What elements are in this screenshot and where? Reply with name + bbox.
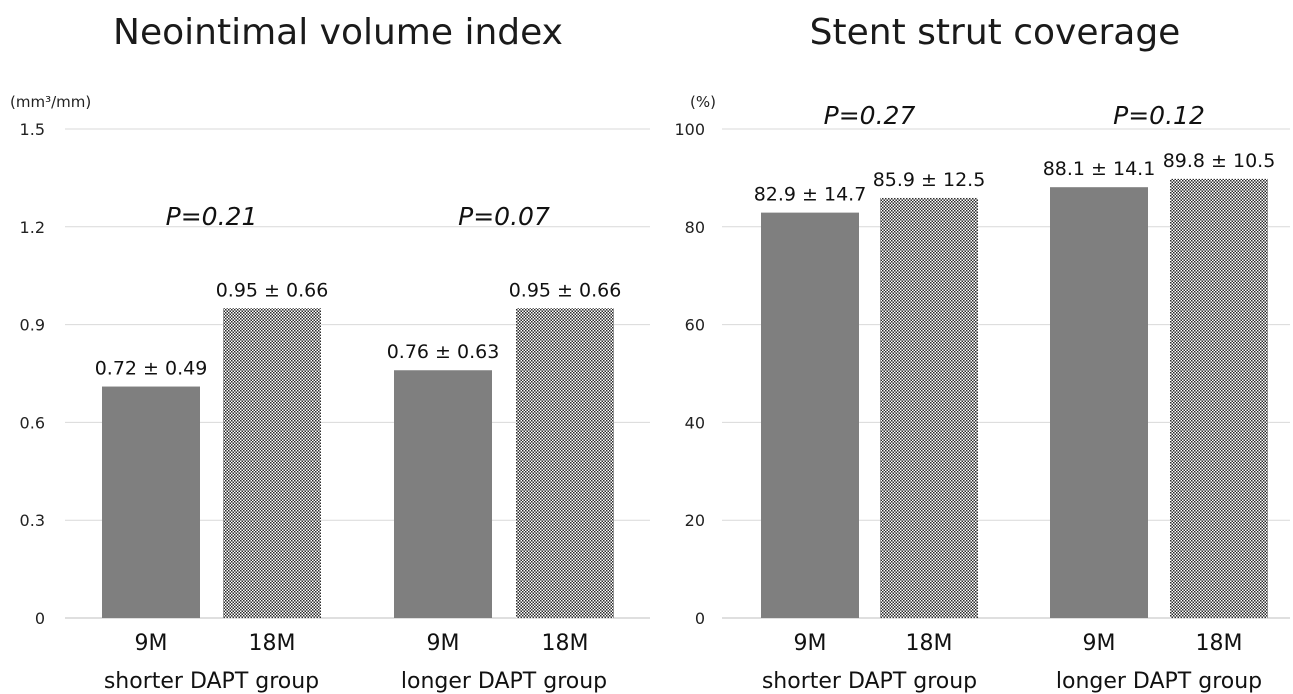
group-label: longer DAPT group — [401, 669, 607, 694]
chart-title: Stent strut coverage — [810, 12, 1181, 53]
x-tick-label: 9M — [427, 631, 460, 656]
bar-18m — [223, 308, 321, 618]
y-unit-label: (%) — [690, 93, 716, 111]
bar-9m — [394, 370, 492, 618]
bar-value-label: 85.9 ± 12.5 — [873, 169, 986, 191]
bar-value-label: 0.72 ± 0.49 — [95, 358, 208, 380]
bar-9m — [761, 212, 859, 618]
bar-18m — [1170, 178, 1268, 619]
p-value-annotation: P=0.07 — [458, 202, 550, 231]
chart-panel-2: Stent strut coverage (%) 0 20 40 60 80 100 82.9 … — [674, 12, 1290, 694]
bar-9m — [1050, 187, 1148, 619]
bar-value-label: 89.8 ± 10.5 — [1163, 150, 1276, 172]
group-label: shorter DAPT group — [104, 669, 319, 694]
y-tick-label: 20 — [685, 511, 705, 530]
y-tick-label: 60 — [685, 316, 705, 335]
chart-panel-1: Neointimal volume index (mm³/mm) 0 0.3 0.6 0.… — [10, 12, 650, 694]
x-tick-label: 9M — [794, 631, 827, 656]
y-tick-label: 0.9 — [20, 316, 45, 335]
x-tick-label: 9M — [1083, 631, 1116, 656]
bar-18m — [516, 308, 614, 618]
y-tick-label: 100 — [674, 120, 705, 139]
bar-value-label: 82.9 ± 14.7 — [754, 184, 867, 206]
x-tick-label: 18M — [1196, 631, 1243, 656]
bar-9m — [102, 386, 200, 618]
bar-value-label: 0.95 ± 0.66 — [509, 279, 622, 301]
y-tick-label: 0.3 — [20, 511, 45, 530]
group-label: shorter DAPT group — [762, 669, 977, 694]
y-tick-label: 1.2 — [20, 218, 45, 237]
y-tick-label: 1.5 — [20, 120, 45, 139]
group-label: longer DAPT group — [1056, 669, 1262, 694]
p-value-annotation: P=0.21 — [166, 202, 258, 231]
p-value-annotation: P=0.12 — [1113, 101, 1205, 130]
y-tick-label: 0 — [35, 609, 45, 628]
bar-value-label: 0.76 ± 0.63 — [387, 341, 500, 363]
x-tick-label: 9M — [135, 631, 168, 656]
y-unit-label: (mm³/mm) — [10, 93, 91, 111]
chart-title: Neointimal volume index — [113, 12, 563, 53]
p-value-annotation: P=0.27 — [824, 101, 916, 130]
bar-18m — [880, 197, 978, 618]
x-tick-label: 18M — [249, 631, 296, 656]
y-tick-label: 80 — [685, 218, 705, 237]
y-tick-label: 0.6 — [20, 413, 45, 432]
bar-value-label: 88.1 ± 14.1 — [1043, 158, 1156, 180]
y-tick-label: 0 — [695, 609, 705, 628]
y-tick-label: 40 — [685, 413, 705, 432]
x-tick-label: 18M — [542, 631, 589, 656]
x-tick-label: 18M — [906, 631, 953, 656]
bar-value-label: 0.95 ± 0.66 — [216, 279, 329, 301]
